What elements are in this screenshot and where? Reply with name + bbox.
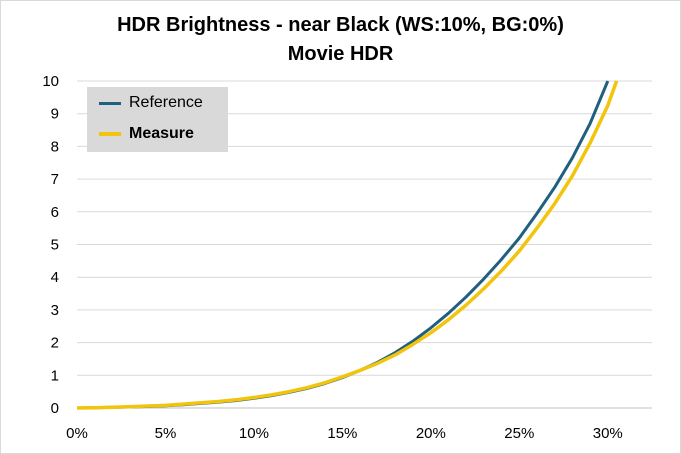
x-tick-label-4: 20% [416,425,446,442]
x-tick-label-6: 30% [593,425,623,442]
y-tick-label-10: 10 [42,73,59,90]
y-tick-label-6: 6 [51,204,59,221]
legend-swatch-reference [99,101,121,105]
y-tick-label-5: 5 [51,237,59,254]
legend-label-reference: Reference [129,94,203,111]
chart-title: HDR Brightness - near Black (WS:10%, BG:… [117,14,564,36]
chart-subtitle: Movie HDR [287,43,394,65]
y-tick-label-9: 9 [51,106,59,123]
x-tick-label-1: 5% [155,425,177,442]
x-tick-label-5: 25% [504,425,534,442]
x-tick-label-0: 0% [66,425,88,442]
legend-label-measure: Measure [129,125,194,142]
y-tick-label-2: 2 [51,335,59,352]
legend-swatch-measure [99,132,121,136]
y-tick-label-8: 8 [51,138,59,155]
y-tick-label-4: 4 [51,269,59,286]
series-line-measure [77,80,619,410]
y-tick-label-1: 1 [51,367,59,384]
legend-item-measure: Measure [99,123,194,145]
x-tick-label-3: 15% [327,425,357,442]
legend: Reference Measure [87,87,228,152]
legend-item-reference: Reference [99,92,203,114]
x-tick-label-2: 10% [239,425,269,442]
y-tick-label-0: 0 [51,400,59,417]
y-tick-label-7: 7 [51,171,59,188]
y-tick-label-3: 3 [51,302,59,319]
